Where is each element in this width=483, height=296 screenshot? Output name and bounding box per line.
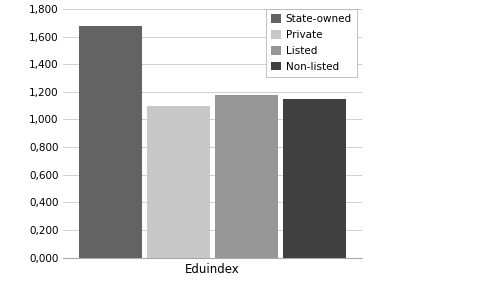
Bar: [284, 99, 346, 258]
Bar: [215, 94, 278, 258]
Bar: [147, 106, 210, 258]
Legend: State-owned, Private, Listed, Non-listed: State-owned, Private, Listed, Non-listed: [266, 9, 357, 77]
Bar: [79, 26, 142, 258]
